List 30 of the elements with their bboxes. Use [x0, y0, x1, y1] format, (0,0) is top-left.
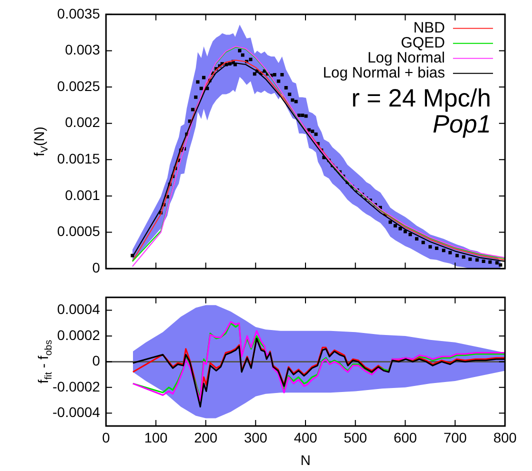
y-axis-title: ffit - fobs [34, 340, 55, 384]
x-tick-label: 800 [493, 429, 517, 446]
x-tick-label: 0 [102, 429, 110, 446]
y-tick-label: 0.0005 [57, 223, 100, 240]
y-axis-title: fV(N) [30, 126, 51, 156]
legend-label: Log Normal + bias [322, 64, 445, 82]
y-tick-label: 0 [92, 259, 100, 276]
y-tick-label: 0.0004 [57, 301, 100, 318]
y-tick-label: 0.002 [64, 114, 100, 130]
y-tick-label: 0.001 [64, 186, 100, 203]
x-tick-label: 400 [294, 429, 318, 446]
y-tick-label: 0.0035 [57, 5, 100, 22]
x-tick-label: 700 [443, 429, 468, 446]
y-tick-label: 0.0025 [57, 78, 100, 94]
legend-label: GQED [400, 34, 446, 52]
x-tick-label: 100 [144, 429, 168, 446]
x-tick-label: 300 [244, 429, 268, 446]
x-tick-label: 600 [394, 429, 418, 446]
y-tick-label: -0.0004 [52, 404, 100, 420]
legend-label: Log Normal [367, 50, 445, 67]
legend-label: NBD [413, 20, 446, 37]
x-tick-label: 500 [344, 429, 368, 446]
annotation: r = 24 Mpc/h [351, 84, 491, 112]
y-tick-label: -0.0002 [52, 378, 100, 394]
y-tick-label: 0.003 [64, 42, 100, 58]
x-axis-title: N [300, 452, 311, 468]
x-tick-label: 200 [194, 429, 218, 446]
y-tick-label: 0.0015 [57, 150, 100, 167]
y-tick-label: 0.0002 [57, 326, 100, 343]
y-tick-label: 0 [92, 352, 100, 369]
